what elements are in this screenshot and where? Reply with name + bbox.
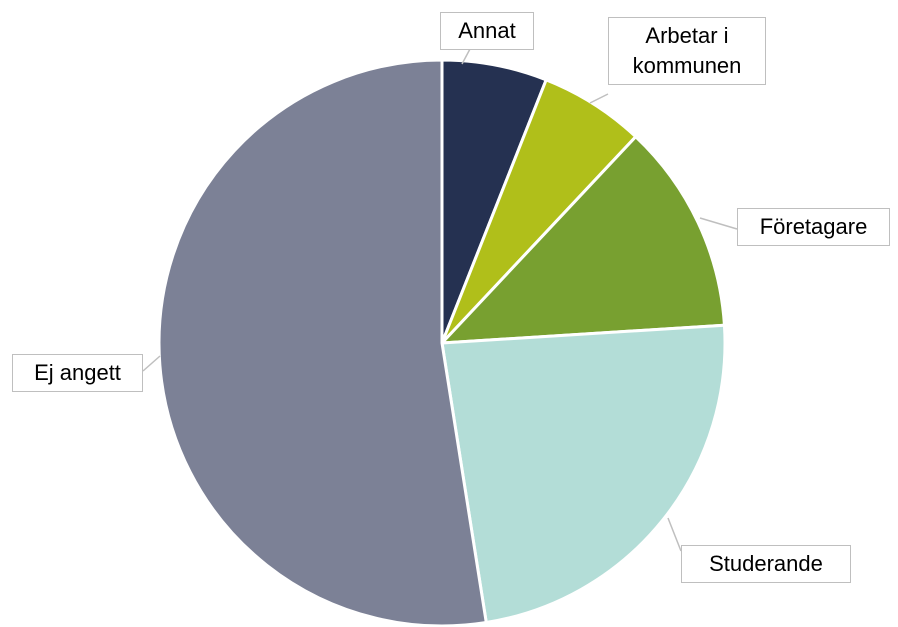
- pie-slice: [438, 134, 727, 345]
- slice-label: Studerande: [681, 545, 851, 583]
- slice-label: Ej angett: [12, 354, 143, 392]
- leader-line: [142, 355, 161, 372]
- leader-line: [667, 517, 682, 552]
- slice-label: Arbetar i kommunen: [608, 17, 766, 85]
- pie-slice: [157, 58, 488, 627]
- leader-line: [699, 217, 738, 230]
- leader-line: [461, 48, 471, 65]
- slice-label: Annat: [440, 12, 534, 50]
- slice-label: Företagare: [737, 208, 890, 246]
- leader-line: [589, 93, 609, 104]
- pie-slice: [440, 323, 727, 625]
